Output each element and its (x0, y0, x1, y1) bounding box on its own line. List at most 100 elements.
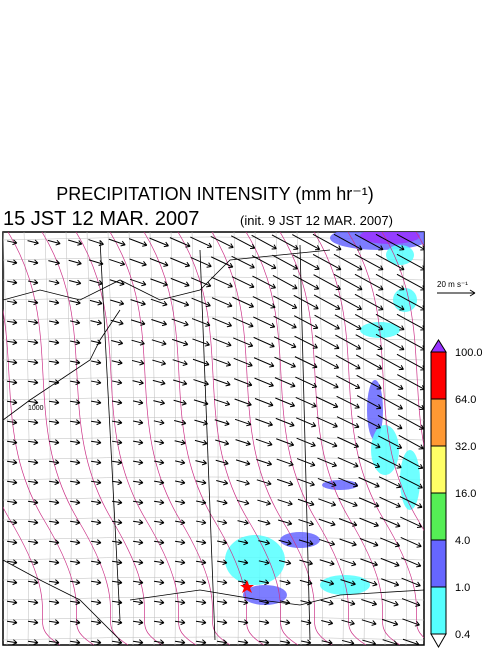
wind-vector (90, 439, 102, 446)
wind-vector (195, 459, 207, 466)
wind-vector (129, 278, 147, 287)
wind-vector (69, 479, 81, 486)
wind-vector (354, 293, 384, 311)
wind-vector (381, 598, 399, 607)
wind-vector (6, 459, 18, 466)
coastline (3, 239, 424, 641)
wind-vector (6, 579, 18, 586)
wind-vector (112, 379, 123, 386)
wind-vector (233, 378, 253, 387)
wind-vector (27, 479, 39, 486)
wind-vector (321, 639, 333, 645)
wind-vector (314, 314, 340, 330)
wind-vector (111, 459, 123, 466)
wind-vector (154, 439, 165, 446)
wind-vector (237, 519, 249, 526)
grid-line (296, 232, 303, 645)
wind-vector (257, 519, 271, 526)
wind-vector (69, 579, 81, 586)
wind-vector (27, 239, 39, 246)
wind-vector (296, 458, 316, 467)
wind-vector (295, 417, 317, 428)
wind-vector (174, 559, 186, 566)
wind-vector (173, 379, 188, 386)
wind-vector (336, 416, 360, 429)
wind-vector (380, 537, 401, 548)
wind-vector (279, 559, 292, 566)
wind-vector (259, 579, 270, 586)
wind-vector (6, 319, 18, 326)
wind-vector (357, 415, 381, 429)
wind-vector (216, 639, 228, 645)
wind-vector (402, 618, 420, 627)
wind-vector (69, 359, 81, 366)
colorbar-segment (430, 539, 447, 588)
wind-vector (7, 239, 18, 246)
wind-vector (400, 557, 422, 568)
wind-vector (27, 359, 39, 366)
wind-vector (174, 539, 186, 546)
colorbar-segment (430, 445, 447, 494)
wind-vector (396, 233, 424, 251)
wind-vector (212, 337, 232, 347)
wind-vector (258, 619, 270, 626)
wind-vector (90, 379, 102, 386)
wind-vector (299, 579, 313, 586)
wind-vector (319, 559, 335, 566)
wind-vector (190, 236, 213, 249)
wind-vector (216, 479, 229, 486)
wind-vector (275, 397, 296, 408)
wind-vector (335, 354, 361, 370)
wind-vector (69, 599, 81, 606)
wind-vector (193, 379, 209, 387)
grid-line (3, 316, 424, 321)
wind-vector (48, 419, 60, 426)
wind-vector (375, 313, 405, 331)
wind-vector (382, 618, 399, 627)
wind-vector (375, 273, 405, 291)
wind-vector (272, 274, 298, 290)
wind-vector (339, 538, 357, 547)
wind-vector (195, 599, 207, 606)
grid-line (486, 232, 491, 645)
isobar (381, 232, 424, 447)
wind-vector (312, 253, 342, 271)
colorbar-segment (430, 586, 447, 635)
wind-vector (132, 619, 144, 626)
wind-vector (132, 439, 144, 446)
grid-line (3, 436, 424, 441)
colorbar-segment (430, 492, 447, 541)
wind-vector (111, 499, 123, 506)
wind-vector (301, 639, 312, 645)
wind-vector (90, 399, 102, 406)
wind-vector (381, 578, 400, 587)
wind-vector (27, 439, 39, 446)
wind-vector (255, 418, 273, 427)
wind-vector (401, 598, 421, 607)
wind-vector (69, 279, 82, 286)
wind-vector (152, 379, 166, 386)
wind-vector (315, 375, 339, 389)
wind-vector (151, 319, 168, 327)
wind-vector (153, 559, 165, 566)
grid-line (3, 576, 424, 581)
wind-vector (28, 279, 39, 286)
isobar (177, 232, 299, 645)
valid-time: 15 JST 12 MAR. 2007 (3, 208, 199, 230)
wind-vector (27, 419, 39, 426)
wind-vector (90, 499, 102, 506)
wind-vector (174, 639, 186, 645)
wind-vector (27, 539, 39, 546)
wind-vector (399, 496, 423, 509)
wind-vector (216, 559, 228, 566)
wind-vector (360, 578, 378, 587)
wind-vector (131, 359, 145, 366)
wind-vector (90, 319, 102, 326)
grid-line (3, 376, 424, 381)
wind-vector (356, 395, 382, 410)
wind-vector (27, 339, 39, 346)
wind-vector (212, 317, 232, 328)
wind-vector (362, 639, 377, 645)
wind-vector (173, 399, 187, 406)
